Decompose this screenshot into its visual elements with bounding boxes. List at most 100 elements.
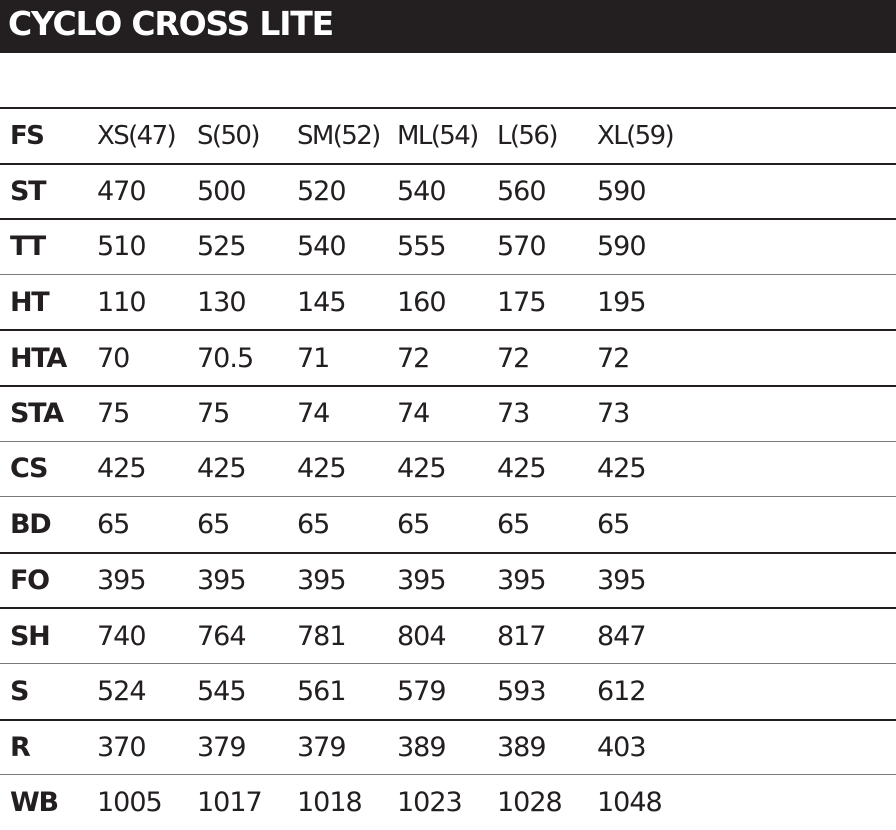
table-cell: 612 bbox=[597, 675, 647, 707]
table-cell: 72 bbox=[497, 342, 530, 374]
table-cell: 72 bbox=[597, 342, 630, 374]
table-cell: 130 bbox=[197, 286, 247, 318]
size-header: S(50) bbox=[197, 120, 260, 151]
table-header-row: FS XS(47) S(50) SM(52) ML(54) L(56) XL(5… bbox=[0, 107, 896, 163]
table-cell: 500 bbox=[197, 175, 247, 207]
row-label: WB bbox=[10, 786, 59, 818]
table-cell: 395 bbox=[297, 565, 347, 597]
table-cell: 540 bbox=[397, 175, 447, 207]
table-row: BD 65 65 65 65 65 65 bbox=[0, 496, 896, 552]
table-cell: 425 bbox=[97, 453, 147, 485]
table-row: TT 510 525 540 555 570 590 bbox=[0, 218, 896, 274]
table-cell: 65 bbox=[397, 508, 430, 540]
row-label: ST bbox=[10, 175, 47, 207]
table-cell: 75 bbox=[197, 398, 230, 430]
table-cell: 70 bbox=[97, 342, 130, 374]
table-cell: 425 bbox=[197, 453, 247, 485]
table-cell: 65 bbox=[497, 508, 530, 540]
table-row: SH 740 764 781 804 817 847 bbox=[0, 607, 896, 663]
size-header: SM(52) bbox=[297, 120, 381, 151]
table-cell: 525 bbox=[197, 231, 247, 263]
table-row: HT 110 130 145 160 175 195 bbox=[0, 273, 896, 330]
table-cell: 1017 bbox=[197, 786, 263, 818]
table-cell: 510 bbox=[97, 231, 147, 263]
table-cell: 389 bbox=[497, 731, 547, 763]
table-cell: 1023 bbox=[397, 786, 463, 818]
row-label: CS bbox=[10, 453, 48, 485]
header-label: FS bbox=[10, 120, 45, 151]
table-cell: 65 bbox=[297, 508, 330, 540]
table-cell: 590 bbox=[597, 231, 647, 263]
row-label: TT bbox=[10, 231, 46, 263]
table-cell: 555 bbox=[397, 231, 447, 263]
table-cell: 389 bbox=[397, 731, 447, 763]
table-cell: 74 bbox=[297, 398, 330, 430]
table-cell: 65 bbox=[597, 508, 630, 540]
table-body: ST 470 500 520 540 560 590 TT 510 525 540 555 570 590… bbox=[0, 162, 896, 830]
table-cell: 65 bbox=[197, 508, 230, 540]
size-header: XL(59) bbox=[597, 120, 675, 151]
table-cell: 75 bbox=[97, 398, 130, 430]
table-cell: 540 bbox=[297, 231, 347, 263]
row-label: HTA bbox=[10, 342, 67, 374]
row-label: FO bbox=[10, 565, 50, 597]
table-cell: 804 bbox=[397, 620, 447, 652]
table-cell: 1018 bbox=[297, 786, 363, 818]
table-cell: 593 bbox=[497, 675, 547, 707]
table-cell: 73 bbox=[597, 398, 630, 430]
table-cell: 395 bbox=[97, 565, 147, 597]
row-label: BD bbox=[10, 508, 52, 540]
table-row: HTA 70 70.5 71 72 72 72 bbox=[0, 329, 896, 385]
table-row: CS 425 425 425 425 425 425 bbox=[0, 440, 896, 497]
table-cell: 395 bbox=[497, 565, 547, 597]
table-row: STA 75 75 74 74 73 73 bbox=[0, 384, 896, 441]
table-cell: 1048 bbox=[597, 786, 663, 818]
table-cell: 545 bbox=[197, 675, 247, 707]
table-cell: 520 bbox=[297, 175, 347, 207]
table-cell: 847 bbox=[597, 620, 647, 652]
row-label: R bbox=[10, 731, 31, 763]
table-cell: 379 bbox=[297, 731, 347, 763]
table-cell: 561 bbox=[297, 675, 347, 707]
table-cell: 817 bbox=[497, 620, 547, 652]
table-row: S 524 545 561 579 593 612 bbox=[0, 662, 896, 719]
row-label: S bbox=[10, 675, 29, 707]
size-header: XS(47) bbox=[97, 120, 177, 151]
table-cell: 73 bbox=[497, 398, 530, 430]
table-cell: 70.5 bbox=[197, 342, 254, 374]
table-cell: 160 bbox=[397, 286, 447, 318]
size-header: ML(54) bbox=[397, 120, 479, 151]
geometry-table: FS XS(47) S(50) SM(52) ML(54) L(56) XL(5… bbox=[0, 107, 896, 830]
table-cell: 395 bbox=[597, 565, 647, 597]
table-cell: 395 bbox=[197, 565, 247, 597]
table-cell: 65 bbox=[97, 508, 130, 540]
table-cell: 560 bbox=[497, 175, 547, 207]
table-cell: 425 bbox=[397, 453, 447, 485]
table-cell: 175 bbox=[497, 286, 547, 318]
table-cell: 395 bbox=[397, 565, 447, 597]
table-cell: 740 bbox=[97, 620, 147, 652]
table-cell: 379 bbox=[197, 731, 247, 763]
row-label: HT bbox=[10, 286, 50, 318]
table-cell: 425 bbox=[497, 453, 547, 485]
table-cell: 425 bbox=[597, 453, 647, 485]
page-title: CYCLO CROSS LITE bbox=[8, 4, 334, 43]
table-cell: 524 bbox=[97, 675, 147, 707]
table-cell: 370 bbox=[97, 731, 147, 763]
table-cell: 1005 bbox=[97, 786, 163, 818]
table-cell: 590 bbox=[597, 175, 647, 207]
title-bar: CYCLO CROSS LITE bbox=[0, 0, 896, 53]
table-row: R 370 379 379 389 389 403 bbox=[0, 718, 896, 775]
table-cell: 764 bbox=[197, 620, 247, 652]
table-cell: 781 bbox=[297, 620, 347, 652]
table-cell: 1028 bbox=[497, 786, 563, 818]
row-label: STA bbox=[10, 398, 64, 430]
table-cell: 195 bbox=[597, 286, 647, 318]
table-cell: 74 bbox=[397, 398, 430, 430]
table-cell: 72 bbox=[397, 342, 430, 374]
table-cell: 145 bbox=[297, 286, 347, 318]
table-cell: 71 bbox=[297, 342, 330, 374]
size-header: L(56) bbox=[497, 120, 558, 151]
table-row: FO 395 395 395 395 395 395 bbox=[0, 551, 896, 608]
table-cell: 403 bbox=[597, 731, 647, 763]
